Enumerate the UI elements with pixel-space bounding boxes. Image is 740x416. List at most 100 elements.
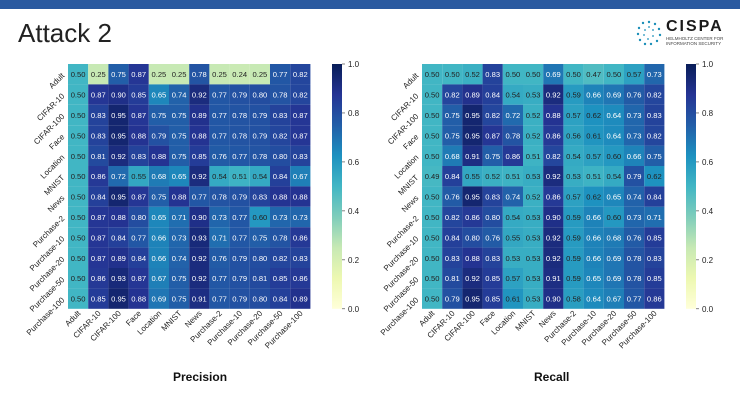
cell-value-label: 0.83 xyxy=(253,193,268,202)
cell-value-label: 0.61 xyxy=(506,295,521,304)
cell-value-label: 0.60 xyxy=(607,213,622,222)
heatmap-cell xyxy=(249,64,270,85)
heatmap-cell xyxy=(249,268,270,289)
heatmap-cell xyxy=(502,125,523,146)
cell-value-label: 0.78 xyxy=(192,70,207,79)
cell-value-label: 0.88 xyxy=(111,213,126,222)
cell-value-label: 0.83 xyxy=(91,131,106,140)
heatmap-cell xyxy=(209,227,230,248)
cell-value-label: 0.50 xyxy=(71,254,86,263)
cell-value-label: 0.84 xyxy=(91,193,106,202)
cell-value-label: 0.53 xyxy=(566,172,581,181)
cell-value-label: 0.72 xyxy=(506,111,521,120)
heatmap-cell xyxy=(189,104,210,126)
heatmap-cell xyxy=(624,186,645,207)
heatmap-cell xyxy=(169,227,190,248)
heatmap-cell xyxy=(422,247,443,268)
heatmap-cell xyxy=(88,206,109,228)
cispa-logo: CISPA HELMHOLTZ CENTER FOR INFORMATION S… xyxy=(634,18,738,48)
heatmap-cell xyxy=(563,104,584,126)
heatmap-cell xyxy=(543,64,564,85)
heatmap-cell xyxy=(229,288,250,309)
heatmap-cell xyxy=(88,268,109,289)
heatmap-cell xyxy=(603,268,624,289)
heatmap-cell xyxy=(108,104,129,126)
cell-value-label: 0.73 xyxy=(172,233,187,242)
heatmap-cell xyxy=(502,268,523,289)
cell-value-label: 0.65 xyxy=(152,91,167,100)
cell-value-label: 0.59 xyxy=(566,91,581,100)
heatmap-cell xyxy=(270,104,291,126)
cell-value-label: 0.78 xyxy=(253,152,268,161)
heatmap-cell xyxy=(563,268,584,289)
heatmap-cell xyxy=(644,166,665,187)
heatmap-cell xyxy=(169,125,190,146)
heatmap-cell xyxy=(442,145,463,166)
cell-value-label: 0.82 xyxy=(647,131,662,140)
cell-value-label: 0.78 xyxy=(627,274,642,283)
heatmap-cell xyxy=(88,145,109,166)
heatmap-cell xyxy=(624,268,645,289)
heatmap-cell xyxy=(229,186,250,207)
cell-value-label: 0.75 xyxy=(253,233,268,242)
heatmap-cell xyxy=(603,104,624,126)
heatmap-cell xyxy=(624,84,645,105)
cell-value-label: 0.52 xyxy=(526,111,541,120)
cell-value-label: 0.79 xyxy=(253,131,268,140)
cell-value-label: 0.49 xyxy=(425,172,440,181)
heatmap-cell xyxy=(442,84,463,105)
heatmap-cell xyxy=(543,166,564,187)
heatmap-cell xyxy=(563,84,584,105)
heatmap-cell xyxy=(462,145,483,166)
cell-value-label: 0.83 xyxy=(647,254,662,263)
heatmap-cell xyxy=(290,64,311,85)
cell-value-label: 0.75 xyxy=(485,152,500,161)
cell-value-label: 0.75 xyxy=(172,295,187,304)
heatmap-cell xyxy=(482,84,503,105)
cell-value-label: 0.65 xyxy=(152,213,167,222)
cell-value-label: 0.66 xyxy=(586,254,601,263)
heatmap-cell xyxy=(523,247,544,268)
cell-value-label: 0.86 xyxy=(546,131,561,140)
cell-value-label: 0.88 xyxy=(152,152,167,161)
cell-value-label: 0.77 xyxy=(212,91,227,100)
cell-value-label: 0.75 xyxy=(172,111,187,120)
heatmap-cell xyxy=(603,288,624,309)
cell-value-label: 0.81 xyxy=(253,274,268,283)
heatmap-cell xyxy=(482,206,503,228)
heatmap-cell xyxy=(543,125,564,146)
heatmap-cell xyxy=(502,64,523,85)
cell-value-label: 0.54 xyxy=(506,91,521,100)
cell-value-label: 0.50 xyxy=(526,70,541,79)
heatmap-cell xyxy=(108,227,129,248)
cell-value-label: 0.57 xyxy=(506,274,521,283)
heatmap-cell xyxy=(583,84,604,105)
heatmap-cell xyxy=(644,206,665,228)
cell-value-label: 0.84 xyxy=(131,254,146,263)
heatmap-cell xyxy=(88,288,109,309)
heatmap-cell xyxy=(644,84,665,105)
cell-value-label: 0.85 xyxy=(273,274,288,283)
cell-value-label: 0.79 xyxy=(253,111,268,120)
heatmap-cell xyxy=(229,125,250,146)
cell-value-label: 0.78 xyxy=(232,131,247,140)
heatmap-cell xyxy=(270,247,291,268)
cell-value-label: 0.88 xyxy=(131,131,146,140)
colorbar-tick-label: 0.8 xyxy=(348,109,360,118)
heatmap-cell xyxy=(462,268,483,289)
cell-value-label: 0.79 xyxy=(445,295,460,304)
heatmap-cell xyxy=(209,206,230,228)
heatmap-cell xyxy=(108,206,129,228)
heatmap-cell xyxy=(422,268,443,289)
recall-axis-label: Recall xyxy=(534,370,570,384)
heatmap-cell xyxy=(644,186,665,207)
heatmap-cell xyxy=(128,186,149,207)
heatmap-cell xyxy=(462,206,483,228)
heatmap-cell xyxy=(270,145,291,166)
heatmap-cell xyxy=(88,64,109,85)
heatmap-cell xyxy=(128,288,149,309)
heatmap-cell xyxy=(543,268,564,289)
cell-value-label: 0.88 xyxy=(546,111,561,120)
heatmap-cell xyxy=(209,145,230,166)
cell-value-label: 0.74 xyxy=(506,193,521,202)
